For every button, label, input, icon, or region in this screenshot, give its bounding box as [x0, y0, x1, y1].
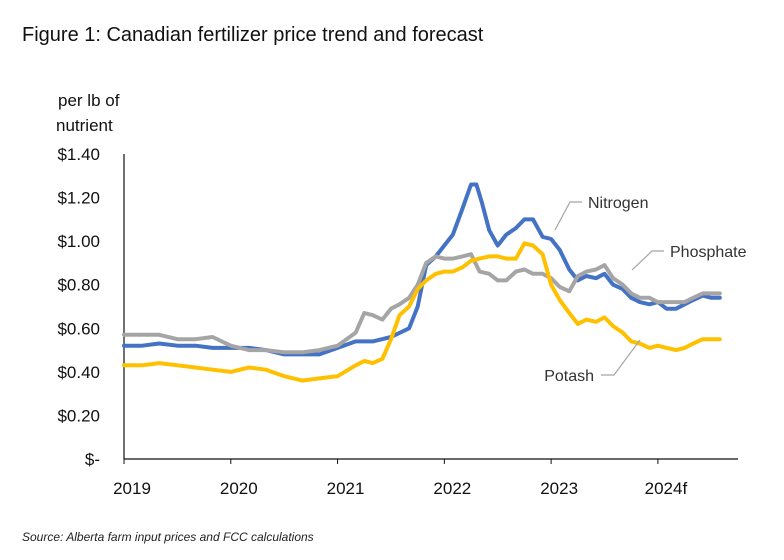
- x-tick-label: 2022: [433, 479, 471, 498]
- y-tick-label: $1.40: [57, 145, 100, 164]
- y-tick-label: $0.80: [57, 276, 100, 295]
- series-lines: [122, 182, 722, 383]
- x-tick-label: 2021: [327, 479, 365, 498]
- y-tick-label: $-: [85, 450, 100, 469]
- y-tick-label: $0.60: [57, 319, 100, 338]
- leader-line-potash: [601, 339, 641, 376]
- series-line-phosphate: [122, 252, 722, 355]
- y-axis-label: per lb of nutrient: [56, 91, 120, 135]
- series-label-phosphate: Phosphate: [670, 244, 747, 261]
- figure-title: Figure 1: Canadian fertilizer price tren…: [22, 24, 484, 46]
- line-chart: per lb of nutrient $1.40$1.20$1.00$0.80$…: [56, 91, 747, 498]
- source-note: Source: Alberta farm input prices and FC…: [22, 530, 314, 544]
- y-tick-label: $1.00: [57, 232, 100, 251]
- y-axis-label-line-1: per lb of: [58, 91, 120, 110]
- y-tick-label: $0.40: [57, 363, 100, 382]
- x-axis-ticks: 2019 2020 2021 2022 2023 2024f: [113, 459, 687, 498]
- leader-line-phosphate: [631, 250, 664, 271]
- y-tick-label: $1.20: [57, 189, 100, 208]
- x-tick-label: 2020: [220, 479, 258, 498]
- leader-line-nitrogen: [554, 201, 582, 231]
- x-tick-label: 2019: [113, 479, 151, 498]
- series-label-potash: Potash: [544, 368, 594, 385]
- y-tick-label: $0.20: [57, 406, 100, 425]
- series-label-nitrogen: Nitrogen: [588, 195, 648, 212]
- series-labels: Nitrogen Phosphate Potash: [544, 195, 746, 385]
- y-axis-label-line-2: nutrient: [56, 116, 113, 135]
- series-line-potash: [122, 241, 722, 383]
- x-tick-label: 2024f: [645, 479, 688, 498]
- x-tick-label: 2023: [540, 479, 578, 498]
- y-axis-ticks: $1.40 $1.20 $1.00 $0.80 $0.60 $0.40 $0.20 $-: [57, 145, 100, 469]
